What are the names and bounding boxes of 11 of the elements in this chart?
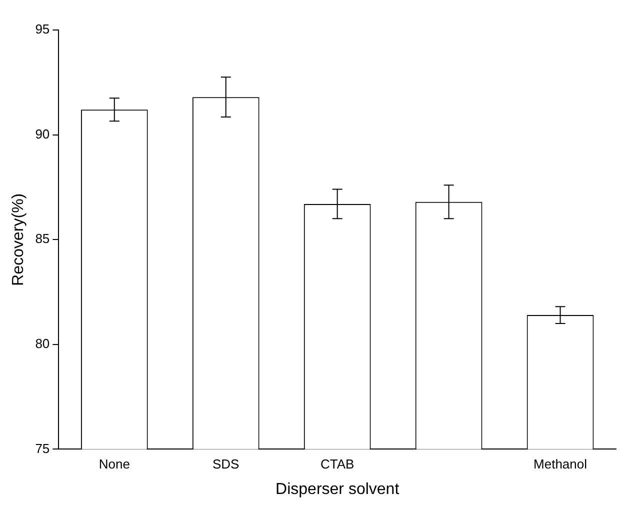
x-tick-label: Methanol xyxy=(534,456,588,472)
y-axis-title: Recovery(%) xyxy=(10,193,28,286)
y-tick-label: 90 xyxy=(35,126,50,142)
x-tick-label: None xyxy=(98,456,130,472)
x-tick-label: SDS xyxy=(212,456,240,472)
y-tick-label: 85 xyxy=(35,231,50,246)
y-tick-label: 95 xyxy=(35,22,50,37)
y-tick-label: 80 xyxy=(35,336,50,351)
y-tick-label: 75 xyxy=(35,440,50,456)
x-tick-label: CTAB xyxy=(320,456,354,472)
x-axis-title: Disperser solvent xyxy=(276,480,400,498)
